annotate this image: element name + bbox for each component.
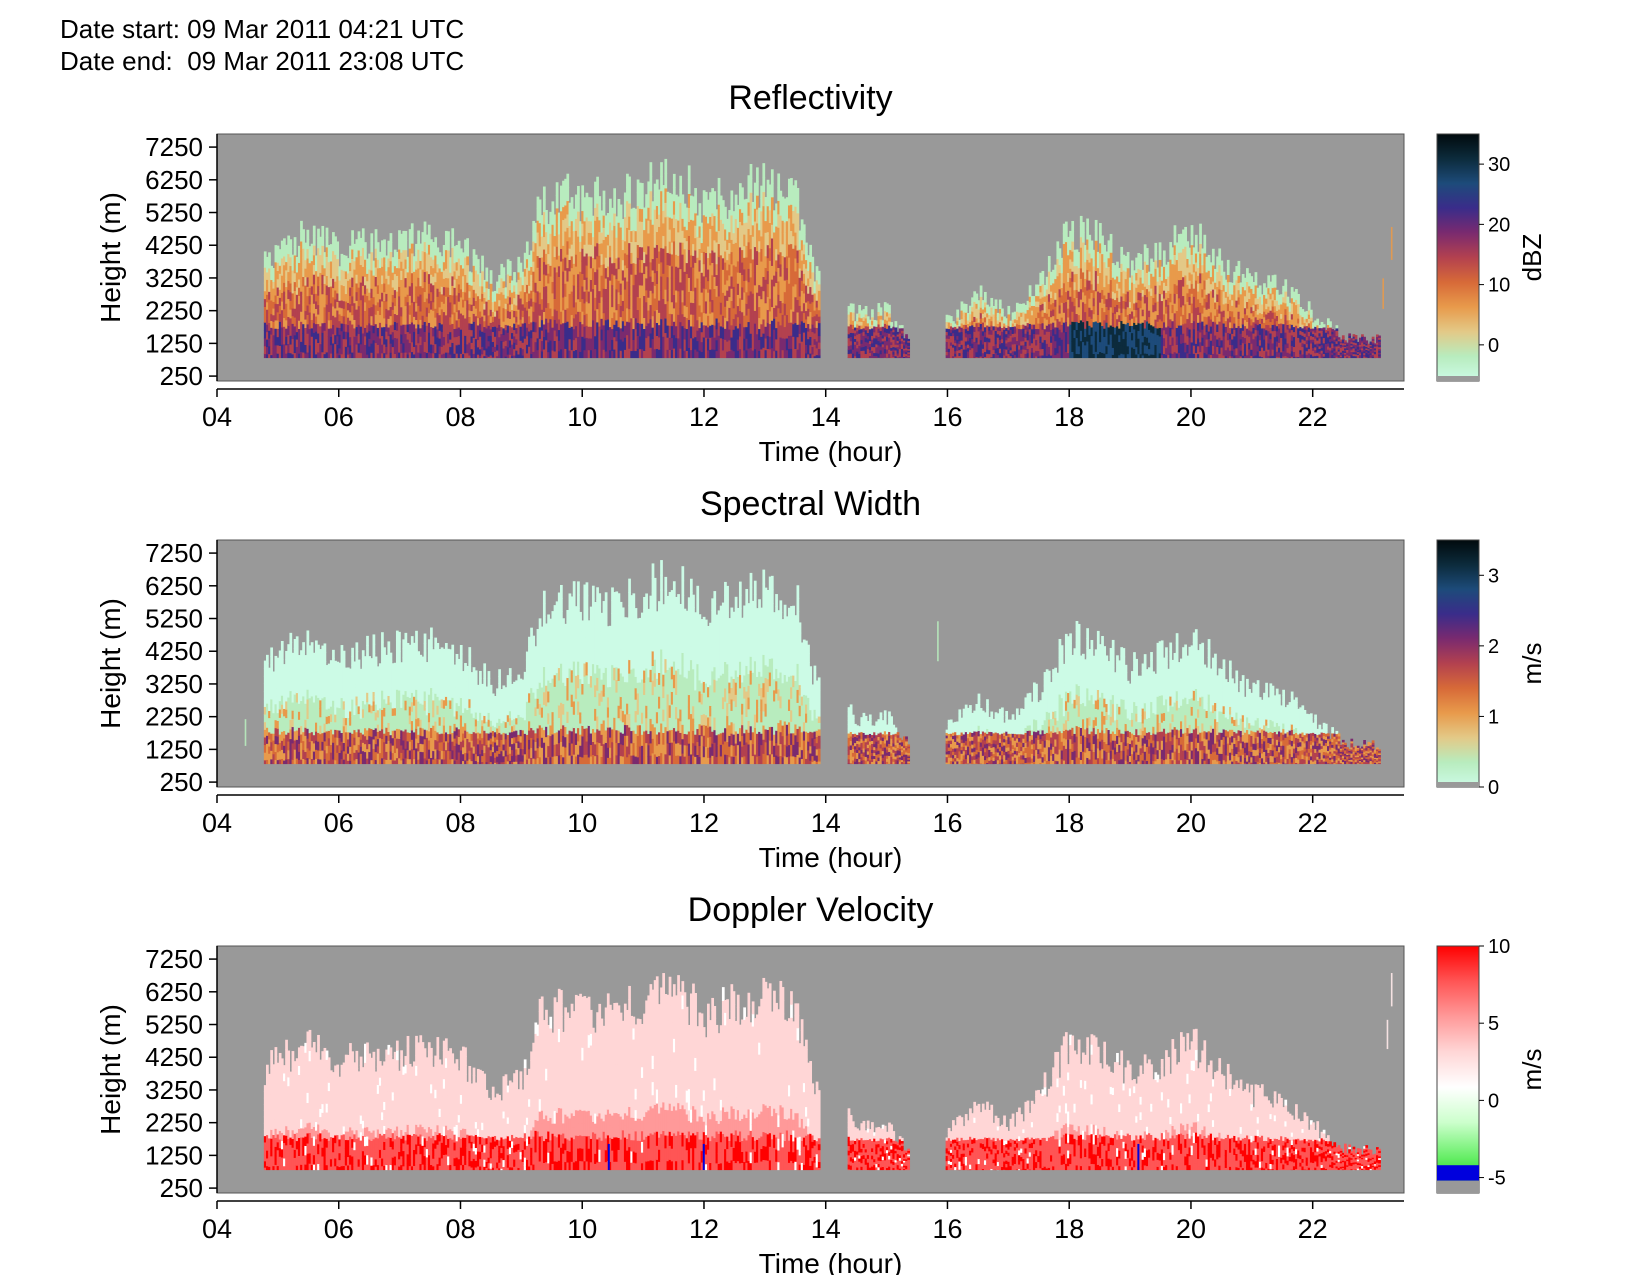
- spectral-width-colorbar: 0 1 2 3 m/s: [1437, 540, 1547, 799]
- reflectivity-y-tick-label: 250: [160, 361, 203, 391]
- spectral-width-x-tick-label: 12: [689, 808, 719, 838]
- spectral-width-colorbar-label: m/s: [1517, 643, 1547, 685]
- reflectivity-title: Reflectivity: [728, 79, 892, 117]
- reflectivity-x-tick-label: 08: [445, 402, 475, 432]
- spectral-width-x-tick-label: 14: [811, 808, 841, 838]
- reflectivity-y-tick-label: 3250: [145, 263, 203, 293]
- doppler-velocity-x-tick-label: 20: [1176, 1214, 1206, 1244]
- doppler-velocity-x-tick-label: 16: [932, 1214, 962, 1244]
- reflectivity-colorbar-tick-label: 30: [1488, 154, 1510, 176]
- spectral-width-x-tick-label: 08: [445, 808, 475, 838]
- spectral-width-colorbar-tick-label: 2: [1488, 636, 1499, 658]
- reflectivity-x-axis-label: Time (hour): [759, 436, 903, 467]
- spectral-width-y-tick-label: 1250: [145, 734, 203, 764]
- reflectivity-colorbar-label: dBZ: [1517, 234, 1547, 282]
- spectral-width-y-tick-label: 6250: [145, 571, 203, 601]
- doppler-velocity-x-tick-label: 18: [1054, 1214, 1084, 1244]
- doppler-velocity-colorbar-tick-label: 10: [1488, 936, 1510, 958]
- doppler-velocity-y-axis-label: Height (m): [95, 1004, 126, 1135]
- spectral-width-y-tick-label: 4250: [145, 636, 203, 666]
- doppler-velocity-colorbar-tick-label: 5: [1488, 1013, 1499, 1035]
- reflectivity-x-tick-label: 20: [1176, 402, 1206, 432]
- doppler-velocity-panel: Doppler Velocity250125022503250425052506…: [95, 891, 1547, 1275]
- spectral-width-y-tick-label: 3250: [145, 669, 203, 699]
- doppler-velocity-y-tick-label: 2250: [145, 1108, 203, 1138]
- reflectivity-y-axis-label: Height (m): [95, 192, 126, 323]
- reflectivity-colorbar-tick-label: 20: [1488, 214, 1510, 236]
- spectral-width-y-tick-label: 5250: [145, 604, 203, 634]
- spectral-width-y-tick-label: 7250: [145, 538, 203, 568]
- spectral-width-x-tick-label: 04: [202, 808, 232, 838]
- reflectivity-colorbar: 0 10 20 30 dBZ: [1437, 134, 1547, 381]
- doppler-velocity-title: Doppler Velocity: [688, 891, 934, 929]
- doppler-velocity-y-tick-label: 1250: [145, 1140, 203, 1170]
- reflectivity-x-tick-label: 10: [567, 402, 597, 432]
- reflectivity-x-tick-label: 06: [324, 402, 354, 432]
- spectral-width-colorbar-tick-label: 1: [1488, 706, 1499, 728]
- spectral-width-panel: Spectral Width 25012502250325042505250625…: [95, 485, 1547, 873]
- doppler-velocity-y-tick-label: 7250: [145, 944, 203, 974]
- spectral-width-x-axis-label: Time (hour): [759, 842, 903, 873]
- doppler-velocity-y-tick-label: 4250: [145, 1042, 203, 1072]
- doppler-velocity-x-tick-label: 10: [567, 1214, 597, 1244]
- reflectivity-x-tick-label: 04: [202, 402, 232, 432]
- doppler-velocity-x-axis-label: Time (hour): [759, 1248, 903, 1275]
- reflectivity-colorbar-tick-label: 0: [1488, 335, 1499, 357]
- spectral-width-y-tick-label: 250: [160, 767, 203, 797]
- doppler-velocity-colorbar-tick-label: 0: [1488, 1090, 1499, 1112]
- doppler-velocity-x-tick-label: 22: [1298, 1214, 1328, 1244]
- spectral-width-y-axis-label: Height (m): [95, 598, 126, 729]
- spectral-width-colorbar-tick-label: 0: [1488, 777, 1499, 799]
- spectral-width-title: Spectral Width: [700, 485, 921, 523]
- reflectivity-y-tick-label: 2250: [145, 296, 203, 326]
- spectral-width-x-tick-label: 22: [1298, 808, 1328, 838]
- doppler-velocity-y-tick-label: 250: [160, 1173, 203, 1203]
- spectral-width-x-tick-label: 16: [932, 808, 962, 838]
- spectral-width-colorbar-tick-label: 3: [1488, 565, 1499, 587]
- reflectivity-y-tick-label: 4250: [145, 230, 203, 260]
- spectral-width-x-tick-label: 18: [1054, 808, 1084, 838]
- reflectivity-y-tick-label: 6250: [145, 165, 203, 195]
- doppler-velocity-x-tick-label: 04: [202, 1214, 232, 1244]
- doppler-velocity-x-tick-label: 08: [445, 1214, 475, 1244]
- doppler-velocity-x-tick-label: 12: [689, 1214, 719, 1244]
- reflectivity-y-tick-label: 1250: [145, 328, 203, 358]
- reflectivity-y-tick-label: 5250: [145, 198, 203, 228]
- doppler-velocity-y-tick-label: 3250: [145, 1075, 203, 1105]
- doppler-velocity-x-tick-label: 06: [324, 1214, 354, 1244]
- radar-figure: Reflectivity2501250225032504250525062507…: [0, 0, 1650, 1275]
- reflectivity-panel: Reflectivity 2501250225032504250525062507…: [95, 79, 1547, 467]
- spectral-width-x-tick-label: 06: [324, 808, 354, 838]
- spectral-width-y-tick-label: 2250: [145, 702, 203, 732]
- doppler-velocity-y-tick-label: 5250: [145, 1010, 203, 1040]
- reflectivity-x-tick-label: 14: [811, 402, 841, 432]
- reflectivity-x-tick-label: 16: [932, 402, 962, 432]
- doppler-velocity-x-tick-label: 14: [811, 1214, 841, 1244]
- doppler-velocity-colorbar: -5 0 5 10 m/s: [1437, 936, 1547, 1193]
- reflectivity-x-tick-label: 18: [1054, 402, 1084, 432]
- reflectivity-x-tick-label: 12: [689, 402, 719, 432]
- doppler-velocity-colorbar-tick-label: -5: [1488, 1168, 1506, 1190]
- reflectivity-x-tick-label: 22: [1298, 402, 1328, 432]
- spectral-width-x-tick-label: 10: [567, 808, 597, 838]
- doppler-velocity-colorbar-label: m/s: [1517, 1049, 1547, 1091]
- doppler-velocity-y-tick-label: 6250: [145, 977, 203, 1007]
- reflectivity-y-tick-label: 7250: [145, 132, 203, 162]
- spectral-width-x-tick-label: 20: [1176, 808, 1206, 838]
- reflectivity-colorbar-tick-label: 10: [1488, 275, 1510, 297]
